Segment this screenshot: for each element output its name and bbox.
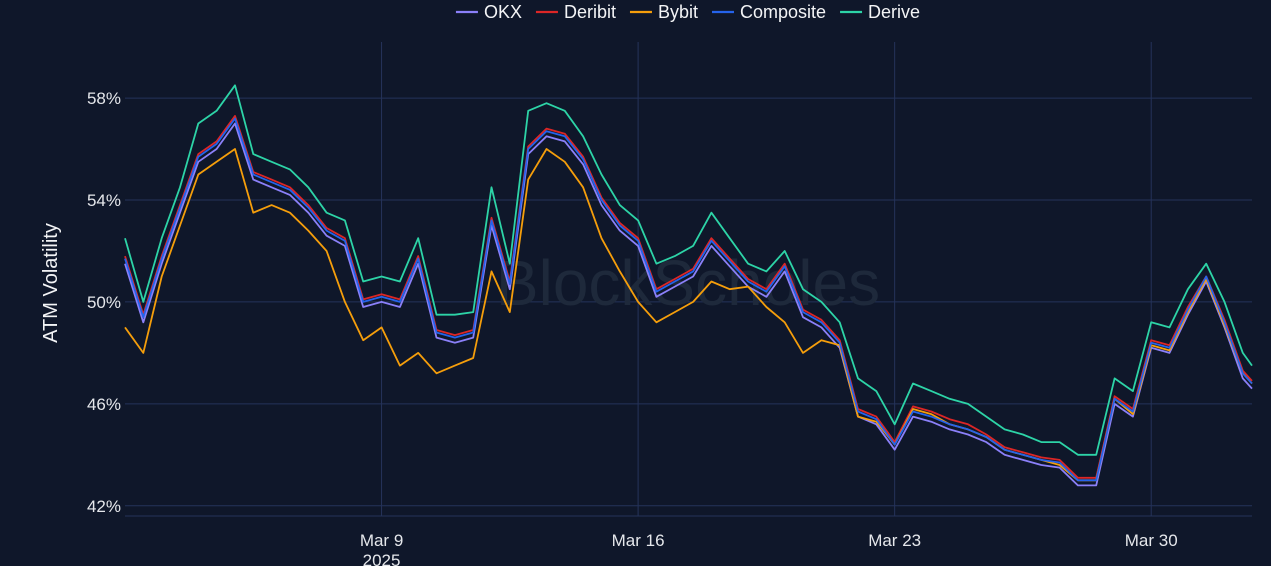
series-line-derive [124, 84, 1253, 456]
y-tick-label: 46% [87, 395, 121, 414]
y-axis-title: ATM Volatility [40, 223, 62, 343]
y-tick-label: 42% [87, 497, 121, 516]
legend-label-derive: Derive [868, 2, 920, 22]
series-line-deribit [124, 115, 1253, 479]
watermark: BlockScholes [496, 247, 880, 319]
series-line-okx [124, 122, 1253, 487]
legend-label-okx: OKX [484, 2, 522, 22]
y-axis: 42% 46% 50% 54% 58% [87, 89, 121, 516]
x-tick-label: Mar 23 [868, 531, 921, 550]
x-tick-sublabel: 2025 [363, 551, 401, 566]
x-tick-label: Mar 9 [360, 531, 403, 550]
series-line-composite [124, 117, 1253, 482]
legend: OKX Deribit Bybit Composite Derive [455, 2, 920, 22]
y-tick-label: 50% [87, 293, 121, 312]
y-tick-label: 54% [87, 191, 121, 210]
y-tick-label: 58% [87, 89, 121, 108]
x-tick-label: Mar 30 [1125, 531, 1178, 550]
legend-label-composite: Composite [740, 2, 826, 22]
series-lines [124, 84, 1253, 487]
grid-lines [125, 42, 1252, 517]
x-tick-label: Mar 16 [612, 531, 665, 550]
legend-label-deribit: Deribit [564, 2, 616, 22]
legend-label-bybit: Bybit [658, 2, 698, 22]
